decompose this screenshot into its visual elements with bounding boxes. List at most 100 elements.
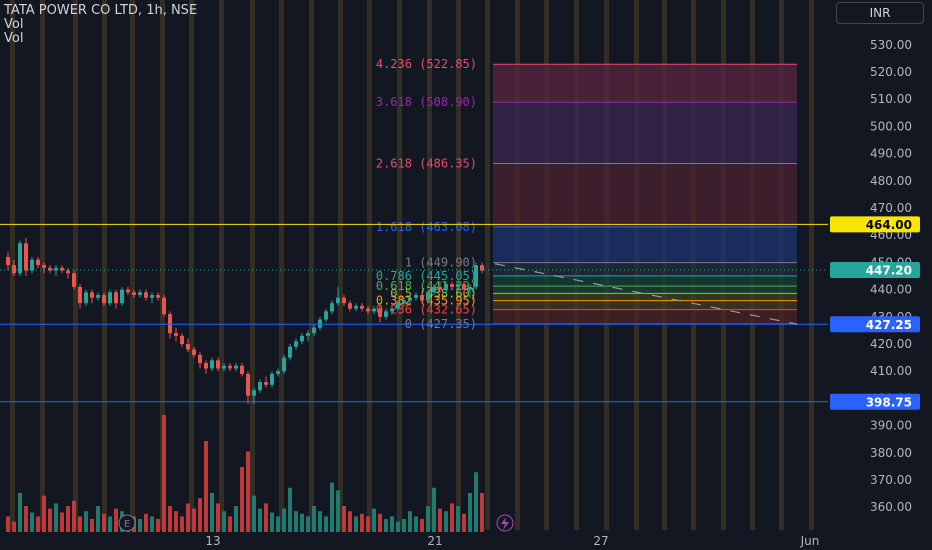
volume-bar	[270, 512, 274, 532]
volume-bar	[414, 516, 418, 532]
volume-bar	[288, 487, 292, 532]
fibonacci-extension[interactable]: 4.236 (522.85) 3.618 (508.90) 2.618 (486.3…	[376, 57, 797, 331]
horizontal-lines[interactable]	[0, 223, 828, 403]
price-axis[interactable]: 360.00370.00380.00390.00400.00410.00420.…	[828, 0, 932, 550]
fib-band	[493, 275, 797, 287]
volume-bar	[474, 472, 478, 532]
candle-body	[186, 344, 190, 350]
candle-body	[288, 346, 292, 358]
session-separator	[367, 0, 372, 530]
candle-body	[102, 295, 106, 304]
volume-bar	[294, 511, 298, 532]
candle-body	[54, 267, 58, 271]
volume-bar	[258, 508, 262, 532]
volume-bar	[240, 467, 244, 532]
candle-body	[228, 365, 232, 369]
candle-body	[204, 363, 208, 369]
volume-bar	[300, 513, 304, 532]
volume-bar	[462, 513, 466, 532]
volume-bar	[84, 511, 88, 532]
session-separator	[102, 0, 107, 530]
candle-body	[318, 319, 322, 328]
time-axis-bg	[0, 532, 828, 550]
volume-bar	[36, 516, 40, 532]
fib-band	[493, 64, 797, 103]
price-tick-label: 530.00	[870, 38, 912, 52]
volume-bar	[228, 516, 232, 532]
volume-bar	[204, 441, 208, 532]
time-tick-label: 27	[593, 534, 608, 548]
time-tick-label: Jun	[800, 534, 820, 548]
volume-bar	[54, 503, 58, 532]
currency-button[interactable]: INR	[836, 2, 924, 24]
price-tick-label: 390.00	[870, 419, 912, 433]
session-separator	[309, 0, 314, 530]
session-separator	[338, 0, 343, 530]
session-separator	[279, 0, 284, 530]
volume-bar	[342, 506, 346, 532]
price-line-tag: 398.75	[866, 395, 912, 409]
candle-body	[270, 373, 274, 385]
candles	[6, 237, 484, 404]
price-tick-label: 520.00	[870, 65, 912, 79]
fib-band	[493, 102, 797, 164]
session-separator	[456, 0, 461, 530]
volume-bar	[282, 508, 286, 532]
price-line-tag-bg	[830, 393, 920, 410]
candle-body	[156, 295, 160, 298]
volume-bar	[372, 508, 376, 532]
price-tick-label: 410.00	[870, 364, 912, 378]
price-line-tag: 464.00	[866, 218, 912, 232]
symbol-title[interactable]: TATA POWER CO LTD, 1h, NSE	[4, 3, 198, 18]
earnings-icon-circle	[118, 514, 136, 532]
volume-bar	[96, 506, 100, 532]
session-separator	[219, 0, 224, 530]
fib-band	[493, 309, 797, 325]
fib-level-label: 4.236 (522.85)	[376, 57, 477, 71]
volume-bar	[396, 521, 400, 532]
candle-body	[30, 259, 34, 271]
volume-bar	[246, 451, 250, 532]
volume-label-2[interactable]: Vol	[4, 31, 24, 46]
candle-body	[42, 265, 46, 268]
volume-bar	[330, 482, 334, 532]
candle-body	[216, 360, 220, 369]
session-separator	[130, 0, 135, 530]
fib-level-label: 3.618 (508.90)	[376, 95, 477, 109]
candle-body	[300, 335, 304, 342]
candle-body	[414, 295, 418, 298]
price-tick-label: 360.00	[870, 500, 912, 514]
volume-bar	[150, 516, 154, 532]
candle-body	[198, 354, 202, 364]
price-tick-label: 500.00	[870, 119, 912, 133]
candle-body	[174, 333, 178, 336]
fib-level-label: 2.618 (486.35)	[376, 157, 477, 171]
candle-body	[264, 382, 268, 385]
earnings-icon: E	[118, 514, 136, 532]
volume-label-1[interactable]: Vol	[4, 17, 24, 32]
volume-bar	[60, 512, 64, 532]
volume-bar	[450, 503, 454, 532]
fib-band	[493, 293, 797, 301]
volume-bar	[168, 506, 172, 532]
candle-body	[96, 295, 100, 298]
candle-body	[48, 267, 52, 271]
volume-bar	[66, 506, 70, 532]
candle-body	[72, 273, 76, 287]
candle-body	[438, 286, 442, 290]
candle-body	[408, 297, 412, 301]
volume-bar	[480, 493, 484, 532]
candle-body	[234, 365, 238, 369]
fib-band	[493, 262, 797, 276]
time-axis[interactable]: 13 21 27 Jun	[0, 532, 828, 550]
volume-bar	[138, 519, 142, 532]
volume-bar	[42, 495, 46, 532]
candle-body	[258, 382, 262, 391]
candle-body	[150, 295, 154, 298]
candle-body	[450, 284, 454, 287]
event-markers[interactable]: E	[118, 514, 514, 532]
fib-band	[493, 226, 797, 263]
candle-body	[18, 243, 22, 274]
price-line-tag: 427.25	[866, 318, 912, 332]
